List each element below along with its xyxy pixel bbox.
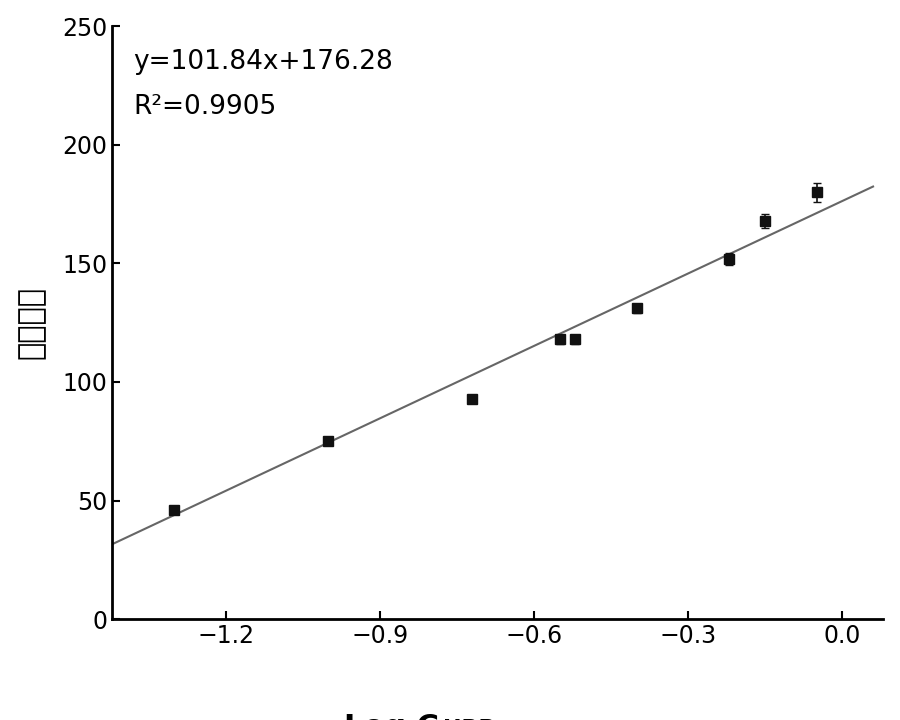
Text: y=101.84x+176.28: y=101.84x+176.28 [133, 49, 392, 75]
Y-axis label: 荧光强度: 荧光强度 [17, 286, 46, 359]
Text: HRP: HRP [443, 719, 495, 720]
Text: R²=0.9905: R²=0.9905 [133, 94, 276, 120]
Text: Log C: Log C [344, 713, 438, 720]
